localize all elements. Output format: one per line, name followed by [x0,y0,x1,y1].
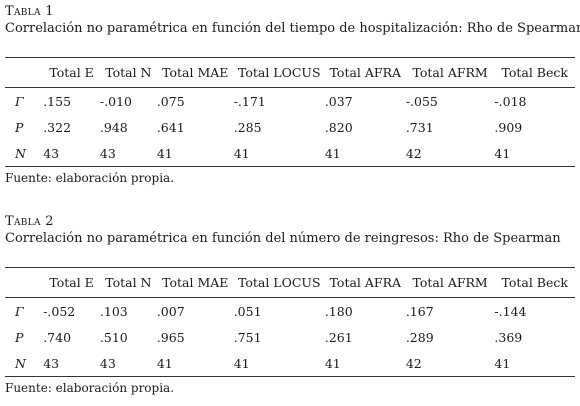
table-row: Γ .155 -.010 .075 -.171 .037 -.055 -.018 [5,88,575,115]
table-1-block: Tabla 1 Correlación no paramétrica en fu… [5,4,580,186]
table-cell: .510 [99,329,128,345]
table-cell: 43 [99,145,116,161]
table-cell: .261 [324,329,353,345]
table-cell: .285 [233,119,262,135]
column-header-total-afrm: Total AFRM [412,275,488,290]
column-header-blank [5,268,43,298]
table-cell: 42 [405,355,422,371]
column-header-total-e: Total E [49,275,94,290]
table-row: N 43 43 41 41 41 42 41 [5,140,575,167]
table-cell: -.144 [494,303,527,319]
table-row: N 43 43 41 41 41 42 41 [5,350,575,377]
table-cell: -.018 [494,93,527,109]
table-cell: 41 [324,145,341,161]
row-label: N [15,145,26,161]
table-cell: 41 [156,145,173,161]
column-header-total-afrm: Total AFRM [412,65,488,80]
table-cell: .075 [156,93,185,109]
table-cell: -.171 [233,93,266,109]
table-row: Γ -.052 .103 .007 .051 .180 .167 -.144 [5,298,575,325]
table-cell: .641 [156,119,185,135]
table-cell: .167 [405,303,434,319]
table-cell: .007 [156,303,185,319]
table-cell: -.055 [405,93,438,109]
column-header-total-beck: Total Beck [501,275,568,290]
row-label: P [15,329,24,345]
column-header-blank [5,58,43,88]
table-cell: .965 [156,329,185,345]
table-cell: 41 [233,355,250,371]
table-cell: 41 [494,145,511,161]
table-cell: .948 [99,119,128,135]
column-header-total-mae: Total MAE [162,275,229,290]
row-label: Γ [15,303,24,319]
table-cell: .037 [324,93,353,109]
table-2-label: Tabla 2 [5,214,54,229]
table-1: Total E Total N Total MAE Total LOCUS To… [5,57,575,167]
table-cell: .322 [43,119,72,135]
column-header-total-locus: Total LOCUS [237,65,321,80]
table-2: Total E Total N Total MAE Total LOCUS To… [5,267,575,377]
table-cell: 41 [156,355,173,371]
row-label: P [15,119,24,135]
table-cell: 41 [324,355,341,371]
column-header-total-beck: Total Beck [501,65,568,80]
table-cell: .751 [233,329,262,345]
table-2-source-note: Fuente: elaboración propia. [5,381,175,395]
table-cell: .103 [99,303,128,319]
column-header-total-mae: Total MAE [162,65,229,80]
table-row: P .322 .948 .641 .285 .820 .731 .909 [5,114,575,140]
table-cell: .369 [494,329,523,345]
table-cell: .909 [494,119,523,135]
table-1-label: Tabla 1 [5,4,54,19]
table-cell: .740 [43,329,72,345]
table-2-header-row: Total E Total N Total MAE Total LOCUS To… [5,267,575,298]
table-cell: .289 [405,329,434,345]
table-cell: .731 [405,119,434,135]
table-1-header-row: Total E Total N Total MAE Total LOCUS To… [5,57,575,88]
table-cell: 42 [405,145,422,161]
table-cell: .180 [324,303,353,319]
row-label: N [15,355,26,371]
table-cell: 43 [43,355,60,371]
row-label: Γ [15,93,24,109]
table-cell: .051 [233,303,262,319]
table-row: P .740 .510 .965 .751 .261 .289 .369 [5,324,575,350]
table-1-caption: Correlación no paramétrica en función de… [5,21,580,36]
column-header-total-afra: Total AFRA [329,275,402,290]
column-header-total-locus: Total LOCUS [237,275,321,290]
table-cell: 41 [233,145,250,161]
table-cell: 41 [494,355,511,371]
table-cell: 43 [43,145,60,161]
table-2-block: Tabla 2 Correlación no paramétrica en fu… [5,214,575,396]
column-header-total-n: Total N [105,275,152,290]
table-1-source-note: Fuente: elaboración propia. [5,171,175,185]
table-2-caption: Correlación no paramétrica en función de… [5,231,561,246]
column-header-total-n: Total N [105,65,152,80]
table-cell: 43 [99,355,116,371]
column-header-total-afra: Total AFRA [329,65,402,80]
table-cell: -.052 [43,303,76,319]
column-header-total-e: Total E [49,65,94,80]
table-cell: -.010 [99,93,132,109]
table-cell: .155 [43,93,72,109]
table-cell: .820 [324,119,353,135]
